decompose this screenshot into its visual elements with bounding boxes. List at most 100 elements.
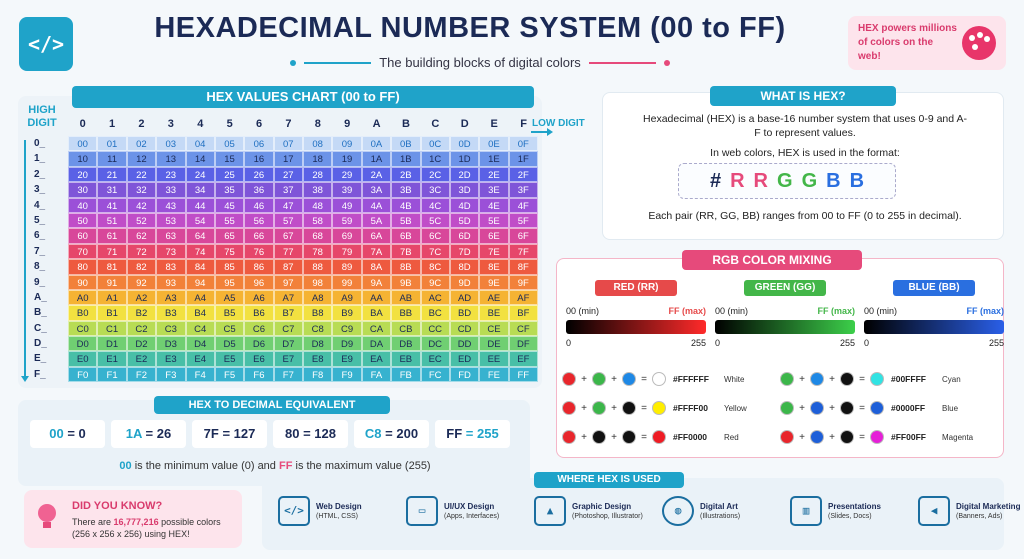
hex-cell: F6 bbox=[244, 366, 274, 383]
hex-cell: BD bbox=[449, 305, 480, 321]
result-color-dot bbox=[870, 401, 884, 415]
hex-cell: 3A bbox=[361, 182, 392, 198]
color-dot bbox=[592, 372, 606, 386]
page-title: HEXADECIMAL NUMBER SYSTEM (00 to FF) bbox=[154, 12, 786, 44]
palette-icon: ◍ bbox=[662, 496, 694, 526]
conversion-item: 80 = 128 bbox=[273, 420, 348, 448]
format-char: B bbox=[826, 169, 841, 192]
hex-cell: 82 bbox=[126, 259, 157, 275]
hex-cell: D2 bbox=[126, 336, 157, 352]
monitor-layout-icon: ▭ bbox=[406, 496, 438, 526]
hex-cell: 91 bbox=[97, 274, 127, 290]
hex-cell: 5A bbox=[361, 212, 392, 229]
hex-row: A0 A1 A2 A3 A4 A5 A6 A7 A8 A9 AA AB AC AD AE AF bbox=[68, 289, 538, 306]
hex-cell: CA bbox=[361, 320, 392, 337]
hex-cell: 6A bbox=[361, 228, 392, 244]
hex-cell: 4B bbox=[391, 197, 421, 213]
hex-cell: 81 bbox=[97, 259, 127, 275]
use-case-title: Presentations bbox=[828, 501, 881, 511]
hex-cell: 9A bbox=[361, 274, 392, 290]
hex-row: 10 11 12 13 14 15 16 17 18 19 1A 1B 1C 1D 1E 1F bbox=[68, 151, 538, 167]
hex-cell: 65 bbox=[214, 228, 245, 244]
hex-cell: 7D bbox=[449, 243, 480, 260]
hex-cell: 08 bbox=[303, 136, 333, 152]
hex-cell: E2 bbox=[126, 351, 157, 367]
hex-cell: 26 bbox=[244, 166, 274, 183]
did-you-know-text: There are 16,777,216 possible colors (25… bbox=[72, 517, 221, 539]
hex-cell: 11 bbox=[97, 151, 127, 167]
hex-cell: 0D bbox=[449, 136, 480, 152]
use-case-item: ▥ Presentations (Slides, Docs) bbox=[790, 496, 908, 526]
hex-cell: ED bbox=[449, 351, 480, 367]
color-dot bbox=[592, 401, 606, 415]
hex-cell: FB bbox=[391, 366, 421, 383]
hex-cell: C3 bbox=[156, 320, 186, 337]
hex-cell: E9 bbox=[332, 351, 362, 367]
hex-cell: 0A bbox=[361, 136, 392, 152]
plus-sign: + bbox=[611, 373, 617, 385]
plus-sign: + bbox=[829, 431, 835, 443]
result-color-name: Yellow bbox=[724, 403, 747, 413]
color-dot bbox=[840, 430, 854, 444]
hex-cell: D4 bbox=[185, 336, 215, 352]
logo-code-icon: </> bbox=[19, 17, 73, 71]
where-used-list: </> Web Design (HTML, CSS) ▭ UI/UX Design (Ap… bbox=[278, 496, 1024, 526]
hex-cell: 37 bbox=[273, 182, 303, 198]
hex-cell: 9F bbox=[508, 274, 538, 290]
plus-sign: + bbox=[799, 402, 805, 414]
hex-cell: 1E bbox=[479, 151, 509, 167]
hex-cell: 97 bbox=[273, 274, 303, 290]
hex-cell: EE bbox=[479, 351, 509, 367]
format-char: # bbox=[709, 169, 722, 192]
color-dot bbox=[810, 430, 824, 444]
color-mix-row: + + = #FF00FF Magenta bbox=[780, 430, 973, 444]
hex-row: 40 41 42 43 44 45 46 47 48 49 4A 4B 4C 4D 4E 4F bbox=[68, 197, 538, 213]
hex-cell: D5 bbox=[214, 336, 245, 352]
hex-cell: 22 bbox=[126, 166, 157, 183]
palette-icon bbox=[962, 26, 996, 60]
hex-cell: 4C bbox=[420, 197, 450, 213]
use-case-subtitle: (Banners, Ads) bbox=[956, 512, 1003, 520]
decor-dot bbox=[290, 59, 296, 66]
hex-cell: 6C bbox=[420, 228, 450, 244]
hex-cell: 15 bbox=[214, 151, 245, 167]
channel-label: BLUE (BB) bbox=[893, 280, 975, 296]
hex-cell: CD bbox=[449, 320, 480, 337]
hex-cell: 50 bbox=[68, 212, 98, 229]
format-char: R bbox=[753, 169, 768, 192]
hex-cell: 07 bbox=[273, 136, 303, 152]
use-case-text: Presentations (Slides, Docs) bbox=[828, 501, 881, 522]
hex-cell: 99 bbox=[332, 274, 362, 290]
color-dot bbox=[810, 401, 824, 415]
hex-cell: 54 bbox=[185, 212, 215, 229]
hex-cell: 4F bbox=[508, 197, 538, 213]
hex-cell: 2A bbox=[361, 166, 392, 183]
hex-cell: 34 bbox=[185, 182, 215, 198]
hex-cell: 92 bbox=[126, 274, 157, 290]
use-case-title: Digital Art bbox=[700, 501, 738, 511]
hex-cell: DF bbox=[508, 336, 538, 352]
result-color-dot bbox=[652, 372, 666, 386]
hex-cell: AC bbox=[420, 289, 450, 306]
hex-cell: CF bbox=[508, 320, 538, 337]
hex-cell: 32 bbox=[126, 182, 157, 198]
channel-label: RED (RR) bbox=[595, 280, 677, 296]
hex-cell: 93 bbox=[156, 274, 186, 290]
hex-cell: D7 bbox=[273, 336, 303, 352]
column-label: 4 bbox=[197, 118, 204, 130]
result-hex-code: #00FFFF bbox=[891, 374, 926, 384]
column-label: 5 bbox=[226, 118, 233, 130]
hex-cell: 28 bbox=[303, 166, 333, 183]
lightbulb-icon bbox=[36, 504, 58, 532]
hex-cell: EA bbox=[361, 351, 392, 367]
hex-cell: C8 bbox=[303, 320, 333, 337]
result-color-name: Blue bbox=[942, 403, 959, 413]
row-label: 2_ bbox=[34, 168, 46, 180]
hex-cell: C4 bbox=[185, 320, 215, 337]
hex-cell: 49 bbox=[332, 197, 362, 213]
hex-cell: DC bbox=[420, 336, 450, 352]
color-dot bbox=[622, 430, 636, 444]
hex-cell: E8 bbox=[303, 351, 333, 367]
conversion-item: 7F = 127 bbox=[192, 420, 267, 448]
hex-cell: BB bbox=[391, 305, 421, 321]
